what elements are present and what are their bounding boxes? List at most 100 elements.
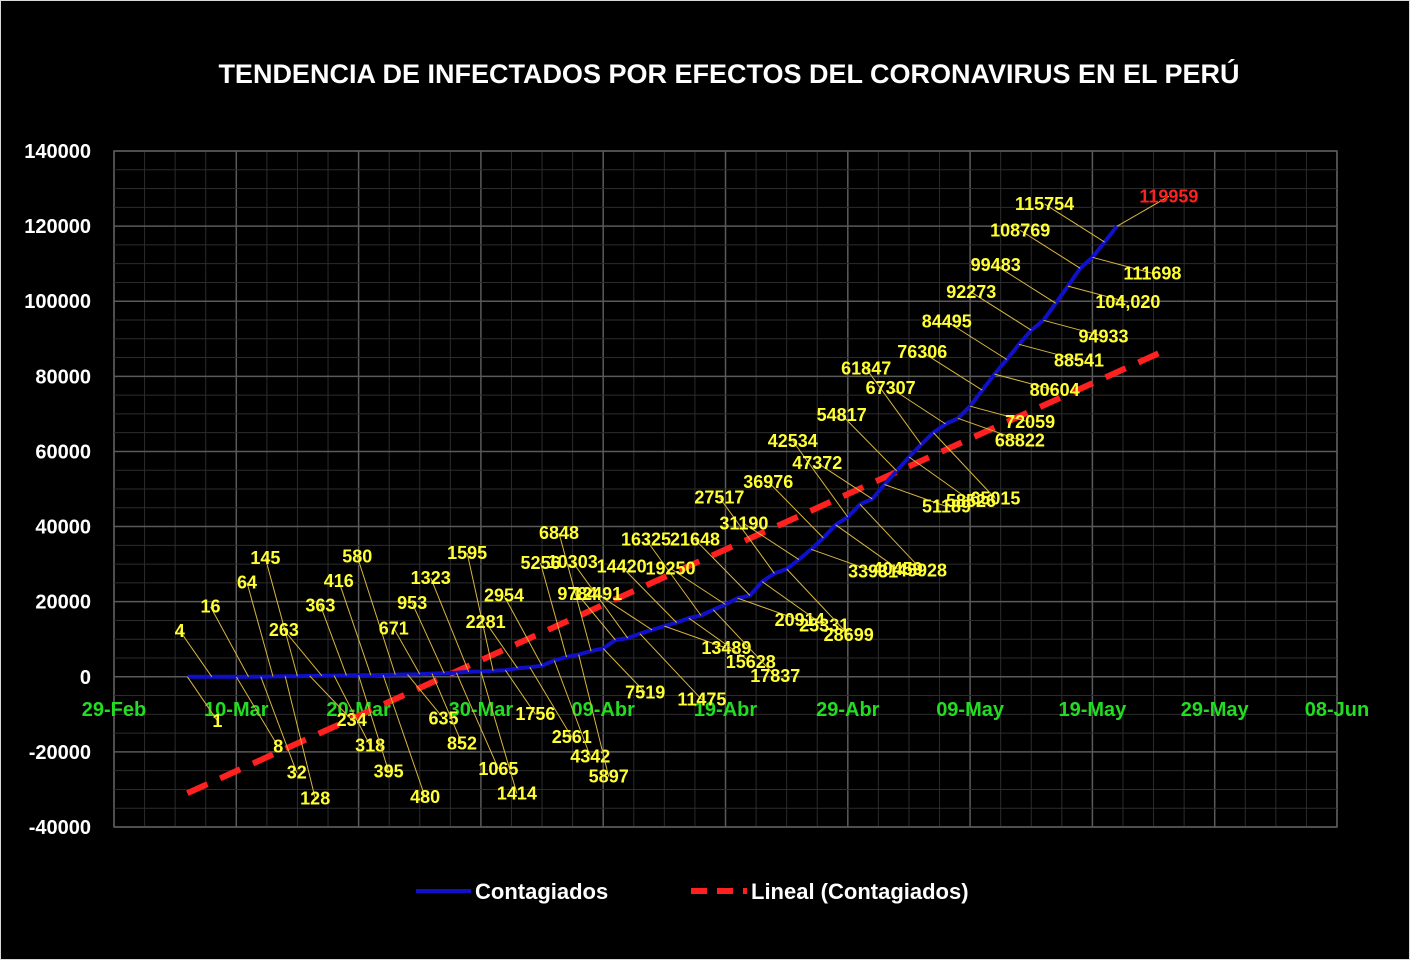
data-label-leader	[841, 414, 898, 472]
data-label: 2561	[552, 727, 592, 747]
data-label-leader	[553, 660, 591, 757]
data-label-leader	[865, 368, 922, 445]
data-label: 2281	[466, 612, 506, 632]
data-label: 318	[355, 736, 385, 756]
data-label-leader	[835, 524, 898, 570]
data-label: 72059	[1005, 412, 1055, 432]
data-label: 671	[379, 618, 409, 638]
data-label: 12491	[572, 584, 622, 604]
data-label-leader	[309, 675, 353, 721]
y-tick-label: 40000	[35, 517, 91, 539]
data-label-leader	[430, 577, 470, 672]
data-label-leader	[1116, 195, 1170, 227]
x-tick-label: 29-Feb	[82, 699, 146, 721]
data-label: 263	[269, 620, 299, 640]
data-label-leader	[969, 405, 1031, 423]
data-label: 25331	[799, 616, 849, 636]
data-label: 5897	[589, 767, 629, 787]
data-label-leader	[466, 552, 494, 671]
data-label: 2954	[484, 586, 524, 606]
data-label-leader	[529, 666, 573, 738]
data-label-leader	[922, 351, 983, 391]
data-label: 67307	[866, 378, 916, 398]
data-label-leader	[767, 481, 824, 539]
data-label-leader	[333, 675, 371, 746]
data-label: 36976	[743, 472, 793, 492]
data-label: 1323	[411, 568, 451, 588]
data-label: 1	[212, 711, 222, 731]
data-label: 65015	[970, 489, 1020, 509]
data-label: 363	[305, 595, 335, 615]
data-label-leader	[578, 654, 610, 777]
legend: Contagiados Lineal (Contagiados)	[416, 879, 969, 904]
data-label-leader	[186, 676, 218, 722]
data-label: 99483	[971, 255, 1021, 275]
data-label: 45928	[897, 560, 947, 580]
data-label: 15628	[726, 652, 776, 672]
data-label: 17837	[750, 666, 800, 686]
x-axis-ticks: 29-Feb 10-Mar 20-Mar 30-Mar 09-Abr 19-Abr 29-A…	[82, 699, 1369, 721]
data-labels: 1 4 8 16 32 64 128 145 234 263 318 363 395 416 480 580 6…	[175, 186, 1199, 808]
y-tick-label: 100000	[24, 291, 91, 313]
data-label: 635	[428, 708, 458, 728]
data-label: 51189	[922, 497, 971, 517]
data-label-leader	[431, 673, 463, 744]
data-label: 9784	[557, 584, 597, 604]
data-label-leader	[1092, 256, 1153, 274]
data-label: 1065	[478, 759, 518, 779]
data-label-leader	[210, 606, 249, 677]
data-label-leader	[283, 629, 323, 677]
data-label: 4	[175, 621, 185, 641]
data-label-leader	[319, 605, 347, 676]
data-label-leader	[908, 456, 972, 502]
data-label: 234	[337, 710, 367, 730]
y-tick-label: -40000	[29, 817, 91, 839]
data-label: 76306	[897, 342, 947, 362]
data-label-leader	[407, 674, 444, 719]
data-label: 1756	[515, 704, 555, 724]
data-label: 4342	[570, 747, 610, 767]
data-label: 395	[374, 761, 404, 781]
data-label: 94933	[1078, 326, 1128, 346]
data-label: 16	[200, 597, 220, 617]
data-label: 416	[324, 571, 354, 591]
x-tick-label: 29-Abr	[816, 699, 880, 721]
data-label: 64	[237, 573, 257, 593]
data-label-leader	[260, 676, 298, 773]
y-tick-label: 0	[80, 667, 91, 689]
data-label: 115754	[1015, 194, 1074, 214]
data-label-leader	[480, 671, 518, 794]
data-label-leader	[995, 264, 1056, 304]
data-label-leader	[786, 568, 850, 636]
chart-title: TENDENCIA DE INFECTADOS POR EFECTOS DEL …	[218, 58, 1239, 89]
legend-label-lineal: Lineal (Contagiados)	[751, 879, 969, 904]
data-label-leader	[645, 539, 702, 616]
y-axis-ticks: 140000 120000 100000 80000 60000 40000 20000 0 -…	[24, 141, 91, 839]
data-label-leader	[994, 373, 1055, 391]
y-tick-label: 120000	[24, 216, 91, 238]
data-label-leader	[884, 484, 947, 507]
data-label-leader	[358, 675, 390, 772]
data-label-leader	[503, 595, 543, 666]
data-label-leader	[743, 523, 800, 561]
data-label-leader	[596, 593, 653, 631]
data-label-leader	[504, 669, 536, 715]
data-label: 111698	[1123, 263, 1181, 283]
data-label: 40459	[873, 559, 923, 579]
data-label-leader	[933, 432, 996, 499]
data-label: 104,020	[1095, 292, 1160, 312]
x-tick-label: 30-Mar	[449, 699, 514, 721]
data-label-leader	[356, 556, 396, 675]
data-label-leader	[246, 582, 274, 677]
y-tick-label: 60000	[35, 441, 91, 463]
data-label: 145	[250, 548, 280, 568]
data-label-leader	[540, 562, 567, 658]
data-label-leader	[393, 628, 421, 675]
data-label: 32	[287, 763, 307, 783]
data-label-leader	[859, 503, 923, 571]
data-label-leader	[338, 581, 372, 676]
data-label: 14420	[597, 557, 647, 577]
data-label: 88541	[1054, 350, 1104, 370]
data-label-leader	[1067, 285, 1129, 303]
